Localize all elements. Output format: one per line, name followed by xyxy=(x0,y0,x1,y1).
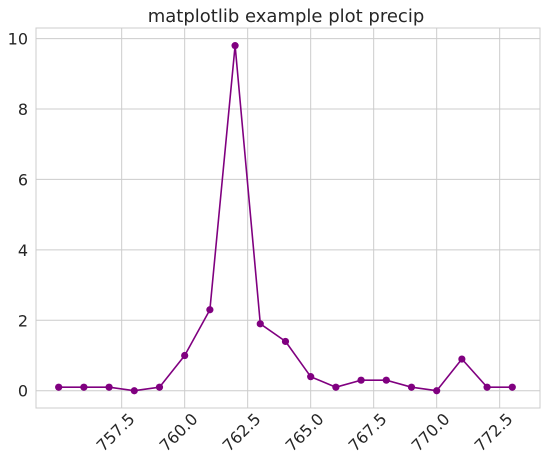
data-point xyxy=(509,384,516,391)
data-point xyxy=(55,384,62,391)
x-tick-label: 767.5 xyxy=(345,409,391,455)
data-point xyxy=(80,384,87,391)
data-point xyxy=(357,377,364,384)
data-point xyxy=(105,384,112,391)
data-point xyxy=(206,306,213,313)
y-tick-label: 2 xyxy=(18,311,28,330)
data-point xyxy=(307,373,314,380)
x-tick-label: 760.0 xyxy=(156,409,202,455)
data-point xyxy=(282,338,289,345)
data-point xyxy=(332,384,339,391)
y-tick-label: 10 xyxy=(8,30,28,49)
data-point xyxy=(433,387,440,394)
y-tick-label: 8 xyxy=(18,100,28,119)
chart-title: matplotlib example plot precip xyxy=(148,6,425,27)
y-tick-label: 0 xyxy=(18,382,28,401)
data-point xyxy=(458,355,465,362)
grid-layer xyxy=(36,28,540,408)
data-point xyxy=(231,42,238,49)
data-point xyxy=(181,352,188,359)
data-point xyxy=(383,377,390,384)
data-point xyxy=(483,384,490,391)
x-tick-label: 765.0 xyxy=(282,409,328,455)
x-tick-label: 762.5 xyxy=(219,409,265,455)
x-tick-label: 772.5 xyxy=(471,409,517,455)
data-point xyxy=(156,384,163,391)
x-tick-label: 757.5 xyxy=(93,409,139,455)
data-point xyxy=(257,320,264,327)
axes-frame xyxy=(36,28,540,408)
y-tick-labels: 0 2 4 6 8 10 xyxy=(8,30,28,401)
y-tick-label: 6 xyxy=(18,170,28,189)
x-tick-labels: 757.5 760.0 762.5 765.0 767.5 770.0 772.5 xyxy=(93,409,517,455)
data-markers xyxy=(55,42,516,394)
data-point xyxy=(408,384,415,391)
y-tick-label: 4 xyxy=(18,241,28,260)
data-point xyxy=(131,387,138,394)
x-tick-label: 770.0 xyxy=(408,409,454,455)
